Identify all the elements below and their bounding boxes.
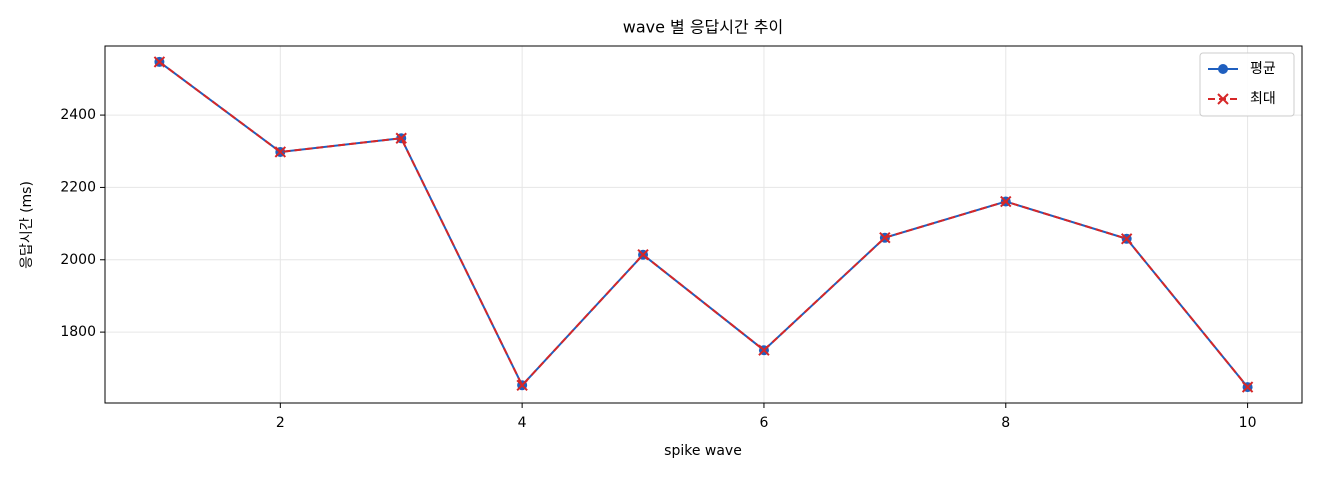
y-tick-label: 2400 bbox=[60, 107, 96, 123]
x-tick-label: 8 bbox=[1001, 415, 1010, 431]
marker bbox=[153, 56, 166, 68]
x-axis-label: spike wave bbox=[664, 443, 742, 459]
marker bbox=[637, 248, 649, 261]
marker-shape bbox=[637, 248, 649, 261]
marker-shape bbox=[1217, 93, 1229, 105]
marker bbox=[1000, 195, 1012, 208]
legend-label: 평균 bbox=[1250, 61, 1276, 77]
marker bbox=[274, 146, 287, 158]
marker-shape bbox=[879, 231, 891, 244]
plot-frame bbox=[104, 45, 1303, 404]
marker-shape bbox=[758, 344, 770, 356]
chart-title: wave 별 응답시간 추이 bbox=[623, 18, 784, 37]
legend-box bbox=[1199, 52, 1295, 117]
marker bbox=[879, 231, 891, 244]
marker-shape bbox=[153, 56, 166, 68]
x-tick-label: 2 bbox=[276, 415, 285, 431]
marker bbox=[1218, 64, 1228, 74]
legend-label: 최대 bbox=[1250, 91, 1276, 107]
marker-shape bbox=[1120, 233, 1133, 245]
marker-shape bbox=[1241, 381, 1254, 393]
marker bbox=[516, 379, 528, 391]
marker-shape bbox=[516, 379, 528, 391]
series-line bbox=[158, 61, 1249, 388]
y-tick-label: 2000 bbox=[60, 252, 96, 268]
y-tick-label: 2200 bbox=[60, 179, 96, 195]
x-tick-label: 10 bbox=[1239, 415, 1257, 431]
y-tick-label: 1800 bbox=[60, 324, 96, 340]
x-tick-label: 6 bbox=[759, 415, 768, 431]
marker-shape bbox=[395, 132, 407, 144]
marker bbox=[758, 344, 770, 356]
marker bbox=[1241, 381, 1254, 393]
marker bbox=[1120, 233, 1133, 245]
marker bbox=[395, 132, 407, 144]
y-axis-label: 응답시간 (ms) bbox=[19, 181, 35, 269]
marker-shape bbox=[1000, 195, 1012, 208]
marker-shape bbox=[274, 146, 287, 158]
x-tick-label: 4 bbox=[518, 415, 527, 431]
marker bbox=[1217, 93, 1229, 105]
